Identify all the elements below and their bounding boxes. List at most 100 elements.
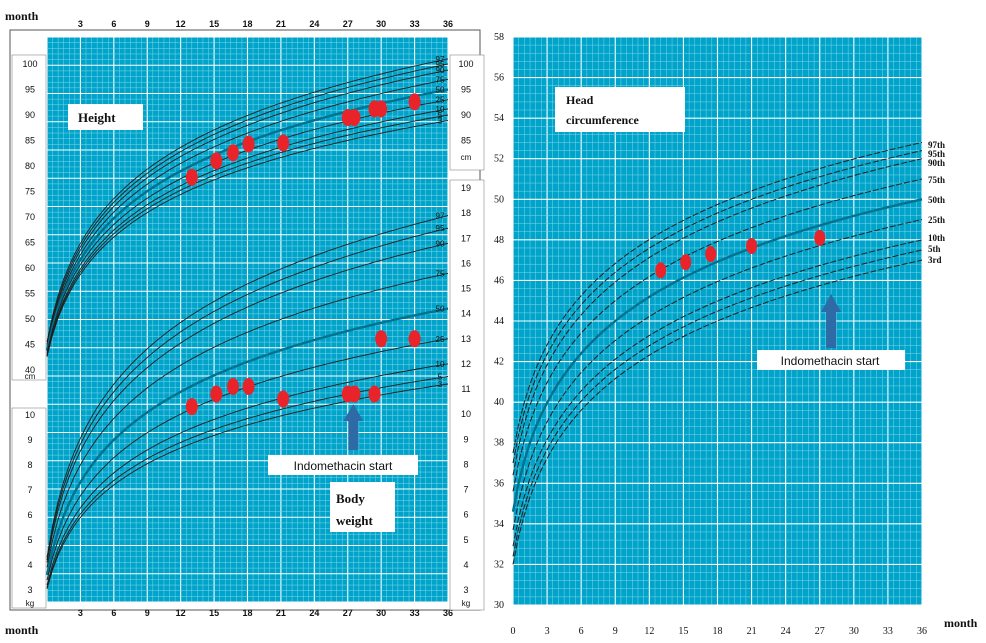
height-tick-left: 40 — [25, 365, 35, 375]
y-tick: 34 — [494, 519, 504, 530]
percentile-curve-95th — [512, 150, 923, 464]
y-tick: 48 — [494, 235, 504, 246]
y-tick: 52 — [494, 154, 504, 165]
x-tick-top: 15 — [209, 19, 219, 29]
x-tick: 0 — [511, 626, 516, 637]
height-scale-box-right — [449, 54, 485, 171]
percentile-label: 97 — [436, 212, 445, 221]
x-tick-top: 12 — [176, 19, 186, 29]
percentile-label: 25th — [928, 215, 945, 225]
percentile-curve-50th — [511, 198, 923, 512]
height-point — [210, 152, 223, 170]
percentile-label: 90th — [928, 158, 945, 168]
x-tick: 30 — [849, 626, 859, 637]
percentile-label: 3rd — [928, 255, 942, 265]
annotation-text: Indomethacin start — [781, 354, 880, 368]
x-axis-label: month — [944, 616, 978, 630]
percentile-curve-75 — [46, 272, 449, 568]
weight-tick-right: 7 — [463, 485, 468, 495]
height-tick-right: 100 — [458, 59, 473, 69]
head-point — [655, 262, 667, 279]
weight-tick-right: 14 — [461, 309, 471, 319]
weight-unit-left: kg — [26, 599, 34, 608]
x-tick: 24 — [781, 626, 791, 637]
y-tick: 42 — [494, 357, 504, 368]
weight-point — [277, 390, 290, 408]
percentile-curve-25th — [512, 219, 923, 530]
x-tick-top: 21 — [276, 19, 286, 29]
percentile-label: 3 — [438, 117, 443, 126]
height-tick-left: 50 — [25, 314, 35, 324]
x-tick: 21 — [747, 626, 757, 637]
height-tick-left: 45 — [25, 340, 35, 350]
height-tick-left: 65 — [25, 238, 35, 248]
head-point — [814, 229, 826, 246]
percentile-label: 75 — [436, 269, 445, 278]
weight-scale-box-right — [449, 179, 485, 611]
percentile-label: 50 — [436, 305, 445, 314]
x-tick: 36 — [917, 626, 927, 637]
x-tick-bottom: 21 — [276, 608, 286, 618]
percentile-label: 10 — [436, 105, 445, 114]
height-tick-right: 90 — [461, 110, 471, 120]
percentile-label: 95 — [436, 60, 445, 69]
percentile-label: 50th — [928, 195, 945, 205]
percentile-curve-97 — [46, 215, 449, 558]
head-title-line2: circumference — [566, 113, 640, 127]
percentile-curve-3 — [46, 383, 449, 589]
x-tick-top: 27 — [343, 19, 353, 29]
height-tick-left: 100 — [22, 59, 37, 69]
height-tick-left: 85 — [25, 136, 35, 146]
height-point — [242, 135, 255, 153]
weight-tick-left: 7 — [27, 485, 32, 495]
right-points — [655, 229, 826, 279]
weight-tick-right: 3 — [463, 585, 468, 595]
left-chart: 3366991212151518182121242427273030333336… — [5, 9, 485, 637]
weight-tick-right: 15 — [461, 284, 471, 294]
weight-scale-box — [11, 407, 47, 609]
weight-tick-left: 10 — [25, 410, 35, 420]
weight-unit-right: kg — [462, 599, 470, 608]
x-tick-bottom: 33 — [410, 608, 420, 618]
percentile-curve-90 — [46, 242, 449, 563]
x-tick: 27 — [815, 626, 825, 637]
percentile-curve-5 — [46, 114, 449, 356]
height-tick-left: 90 — [25, 110, 35, 120]
percentile-label: 90 — [436, 66, 445, 75]
percentile-label: 50 — [436, 86, 445, 95]
percentile-label: 75th — [928, 175, 945, 185]
weight-tick-right: 8 — [463, 459, 468, 469]
x-tick-bottom: 12 — [176, 608, 186, 618]
right-grid — [512, 36, 923, 606]
y-tick: 54 — [494, 113, 504, 124]
arrow-shaft — [348, 420, 359, 450]
x-tick: 3 — [545, 626, 550, 637]
x-tick-top: 36 — [443, 19, 453, 29]
y-tick: 38 — [494, 438, 504, 449]
y-tick: 46 — [494, 275, 504, 286]
x-tick-bottom: 30 — [376, 608, 386, 618]
head-title-box — [555, 87, 685, 132]
arrow-head — [343, 404, 364, 421]
percentile-curve-75th — [512, 178, 923, 492]
percentile-curve-3rd — [512, 259, 923, 565]
x-tick: 15 — [678, 626, 688, 637]
x-tick-bottom: 9 — [145, 608, 150, 618]
weight-tick-left: 8 — [27, 460, 32, 470]
percentile-curve-90th — [512, 158, 923, 476]
percentile-curve-75 — [46, 78, 449, 349]
x-tick-bottom: 15 — [209, 608, 219, 618]
percentile-label: 5 — [438, 372, 443, 381]
height-unit-right: cm — [461, 153, 472, 162]
weight-tick-right: 5 — [463, 535, 468, 545]
height-unit-left: cm — [25, 372, 36, 381]
x-tick-top: 30 — [376, 19, 386, 29]
height-point — [375, 100, 388, 118]
weight-tick-right: 18 — [461, 208, 471, 218]
percentile-label: 3 — [438, 380, 443, 389]
weight-tick-left: 9 — [27, 435, 32, 445]
percentile-label: 10th — [928, 233, 945, 243]
